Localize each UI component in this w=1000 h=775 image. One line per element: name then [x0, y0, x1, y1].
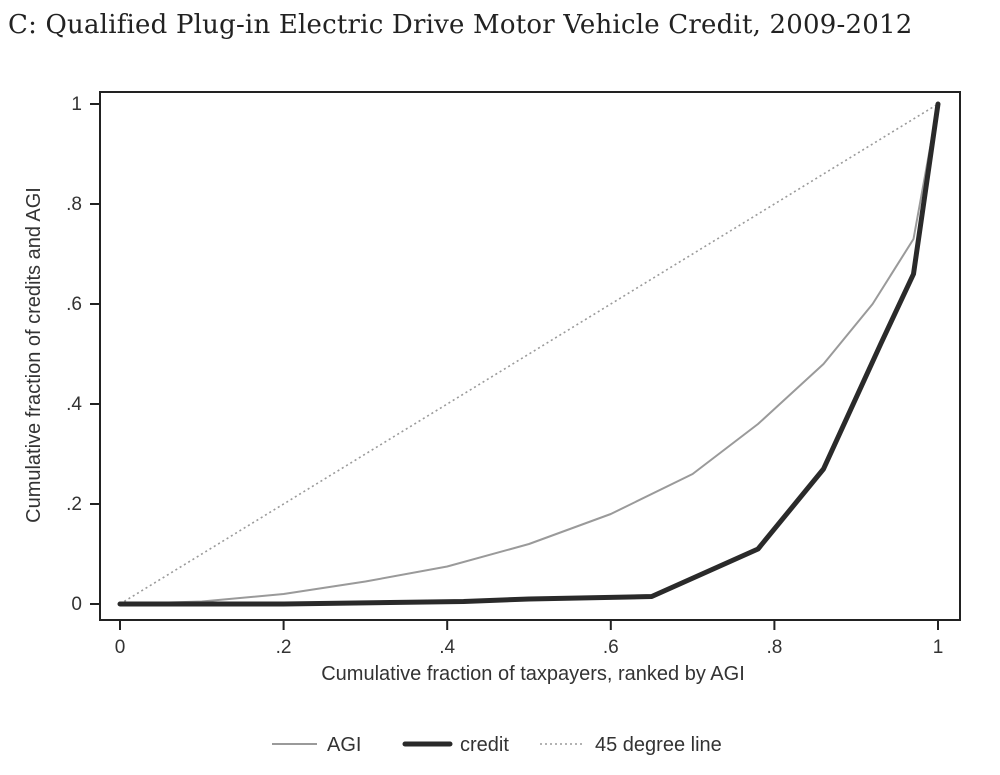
x-axis-label: Cumulative fraction of taxpayers, ranked…	[321, 663, 745, 685]
x-tick-label: 1	[933, 637, 944, 658]
x-tick-label: .8	[766, 637, 782, 658]
y-tick-label: .4	[66, 394, 82, 415]
chart-title: C: Qualified Plug-in Electric Drive Moto…	[8, 10, 913, 40]
legend-label: 45 degree line	[595, 734, 722, 756]
series-line-45-degree-line	[119, 103, 939, 605]
legend: AGI credit 45 degree line	[272, 734, 722, 756]
y-tick-label: .6	[66, 294, 82, 315]
series-line-agi	[119, 103, 939, 605]
y-tick-label: 1	[71, 94, 82, 115]
x-tick-label: .4	[439, 637, 455, 658]
y-tick-label: .8	[66, 194, 82, 215]
x-tick-label: .6	[603, 637, 619, 658]
x-tick-label: .2	[276, 637, 292, 658]
legend-label: credit	[460, 734, 509, 756]
plot-frame	[99, 91, 961, 621]
y-tick-label: .2	[66, 494, 82, 515]
y-tick-label: 0	[71, 594, 82, 615]
x-tick-label: 0	[115, 637, 126, 658]
legend-label: AGI	[327, 734, 361, 756]
y-axis-label: Cumulative fraction of credits and AGI	[23, 187, 45, 523]
series-line-credit	[117, 101, 941, 607]
